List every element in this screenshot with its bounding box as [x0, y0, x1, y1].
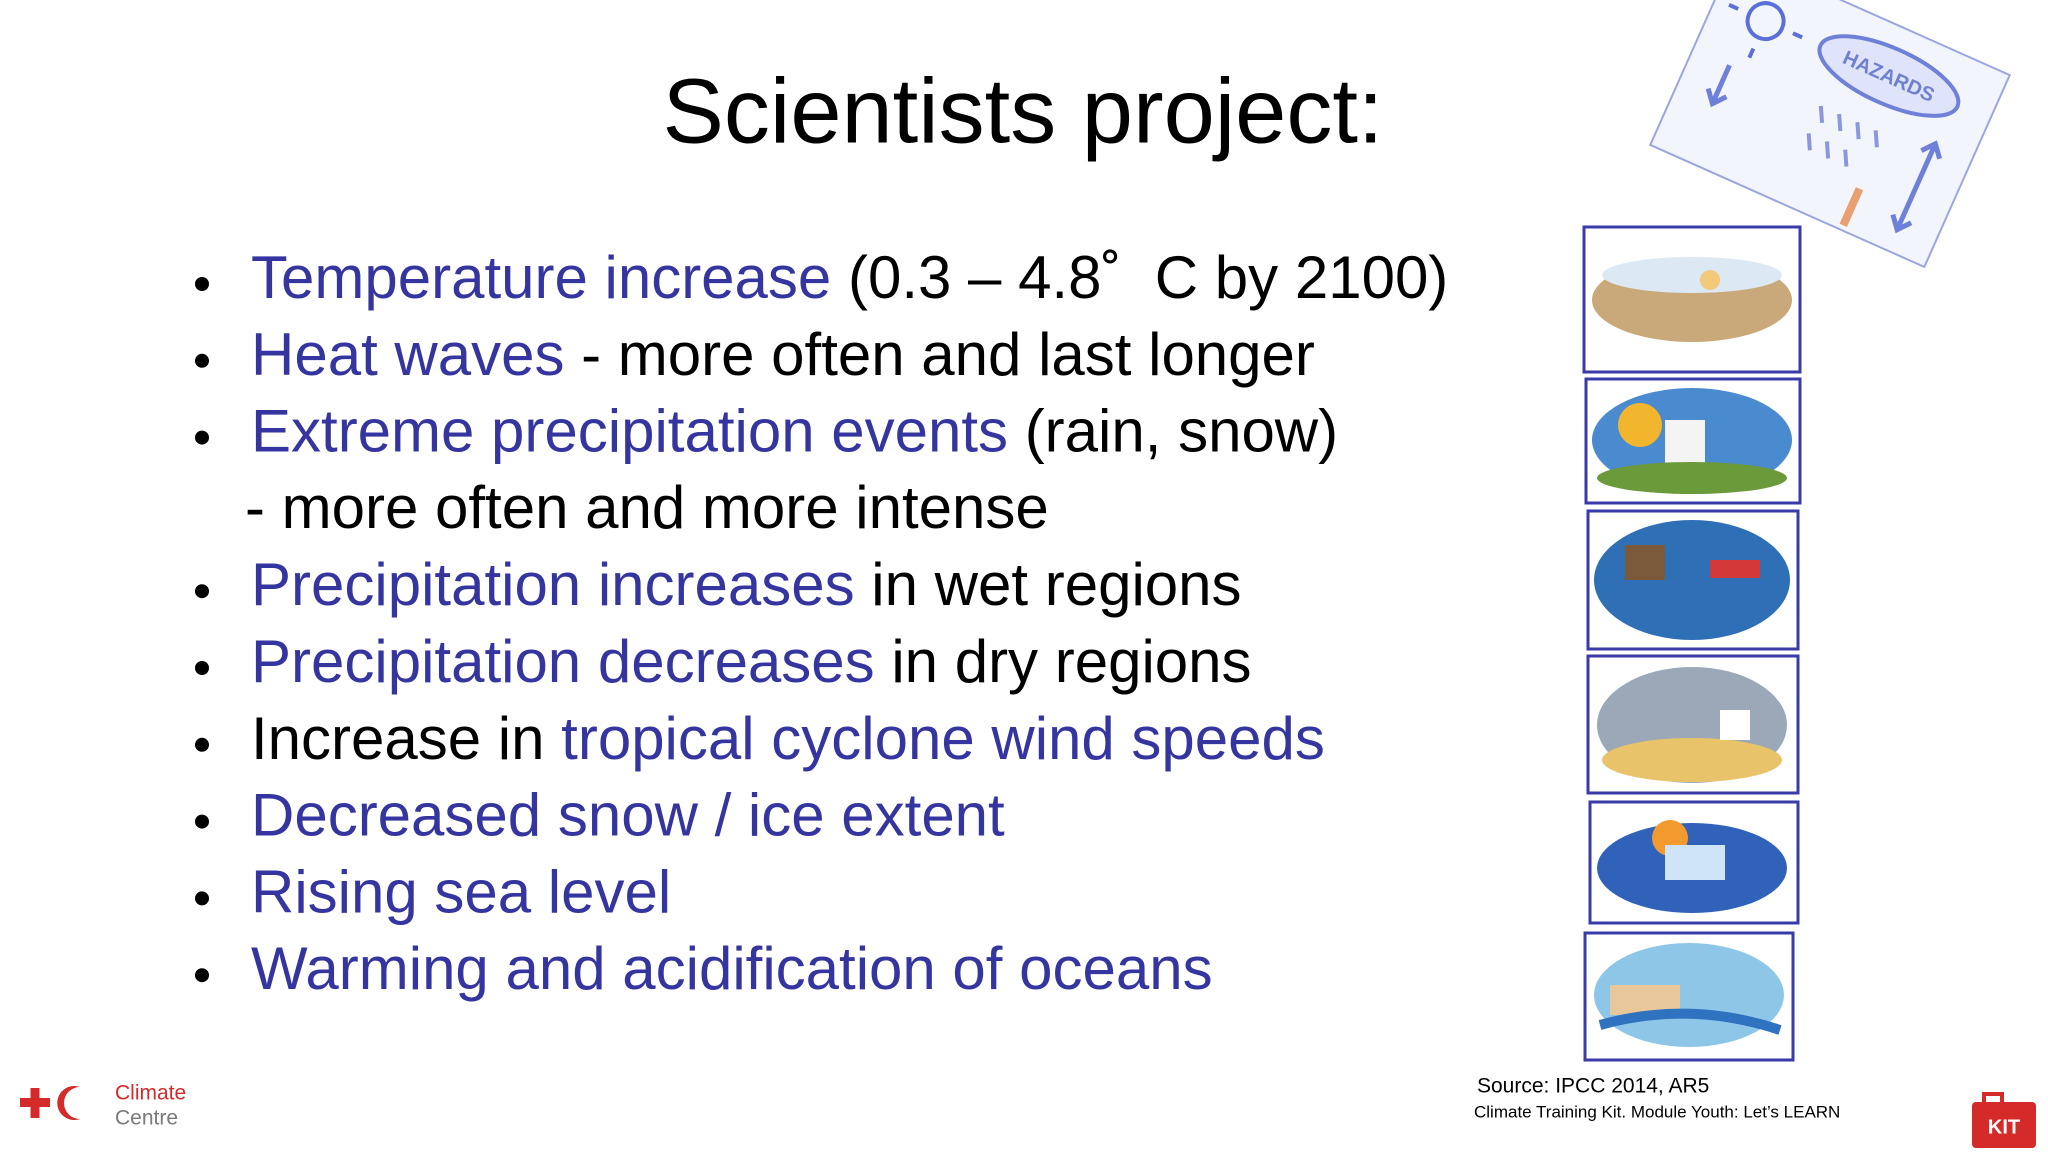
sketch-cloud: [1817, 34, 1961, 118]
bullet-dot: [195, 661, 209, 675]
source-note: Source: IPCC 2014, AR5: [1477, 1075, 1709, 1098]
drought-sky: [1602, 257, 1782, 293]
flood-scene: [1594, 520, 1790, 640]
bullet-dot: [195, 584, 209, 599]
cyclone-house: [1720, 710, 1750, 740]
bullet-segment: Decreased snow / ice extent: [251, 781, 1005, 848]
bullet-text: Rising sea level: [251, 858, 671, 925]
bullet-segment: - more often and last longer: [564, 321, 1314, 388]
illustrations: [1582, 225, 1802, 1062]
bullet-text: Precipitation decreases in dry regions: [251, 628, 1252, 695]
bullet-segment: (0.3 – 4.8˚ C by 2100): [831, 244, 1448, 311]
credit-note: Climate Training Kit. Module Youth: Let’…: [1474, 1102, 1840, 1121]
flood-car: [1710, 560, 1760, 578]
bullet-text: Warming and acidification of oceans: [251, 935, 1213, 1002]
climate-centre-logo: Climate Centre: [20, 1082, 186, 1130]
bullet-dot: [195, 968, 209, 983]
bullet-text: Increase in tropical cyclone wind speeds: [251, 705, 1325, 772]
bullet-text: Precipitation increases in wet regions: [251, 551, 1242, 618]
bullet-segment: Warming and acidification of oceans: [251, 935, 1213, 1002]
ice-block: [1665, 845, 1725, 880]
bullet-dot: [195, 430, 209, 445]
drought-figure: [1700, 270, 1720, 290]
bullet-segment: (rain, snow): [1008, 397, 1338, 464]
logo-crescent: [57, 1086, 80, 1120]
bullet-text: Heat waves - more often and last longer: [251, 321, 1315, 388]
bullet-segment: Temperature increase: [251, 244, 831, 311]
flood-house: [1625, 545, 1665, 580]
sketch-sun: [1745, 1, 1786, 42]
sketch-rays: [1728, 0, 1803, 59]
bullet-dot: [195, 277, 209, 291]
sketch-paper: [1648, 0, 2012, 269]
bullet-segment: Precipitation increases: [251, 551, 855, 618]
bullet-segment: Heat waves: [251, 321, 564, 388]
kit-icon: KIT: [1972, 1092, 2036, 1148]
kit-label: KIT: [1988, 1116, 2020, 1138]
hazards-sketch: HAZARDS: [1648, 0, 2012, 269]
bullet-segment: in dry regions: [875, 628, 1252, 695]
slide-title: Scientists project:: [663, 60, 1384, 162]
bullet-text: Extreme precipitation events (rain, snow…: [251, 397, 1338, 464]
bullet-segment: Extreme precipitation events: [251, 397, 1008, 464]
kit-box: [1972, 1102, 2036, 1148]
bullet-segment: in wet regions: [855, 551, 1242, 618]
bullet-dot: [195, 814, 209, 829]
bullet-continuation: - more often and more intense: [245, 474, 1049, 541]
bullet-segment: tropical cyclone wind speeds: [561, 705, 1325, 772]
sketch-rain: [1806, 105, 1879, 167]
logo-line2: Centre: [115, 1107, 178, 1130]
sketch-down-arrow: [1705, 64, 1732, 108]
bullet-text: Temperature increase (0.3 – 4.8˚ C by 21…: [251, 244, 1448, 311]
bullet-text: Decreased snow / ice extent: [251, 781, 1005, 848]
logo-cross-v: [30, 1088, 40, 1118]
bullet-dot: [195, 737, 209, 752]
bullet-dot: [195, 891, 209, 906]
sketch-arrow: [1890, 140, 1943, 234]
bullet-segment: Increase in: [251, 705, 561, 772]
bullet-list: Temperature increase (0.3 – 4.8˚ C by 21…: [195, 244, 1448, 1002]
heat-sun: [1618, 403, 1662, 447]
heat-ground: [1597, 462, 1787, 494]
logo-line1: Climate: [115, 1082, 186, 1105]
sketch-pencil: [1839, 187, 1864, 227]
ocean-wave: [1598, 1008, 1782, 1035]
bullet-dot: [195, 353, 209, 368]
bullet-segment: Rising sea level: [251, 858, 671, 925]
cyclone-ground: [1602, 738, 1782, 782]
bullet-segment: Precipitation decreases: [251, 628, 875, 695]
